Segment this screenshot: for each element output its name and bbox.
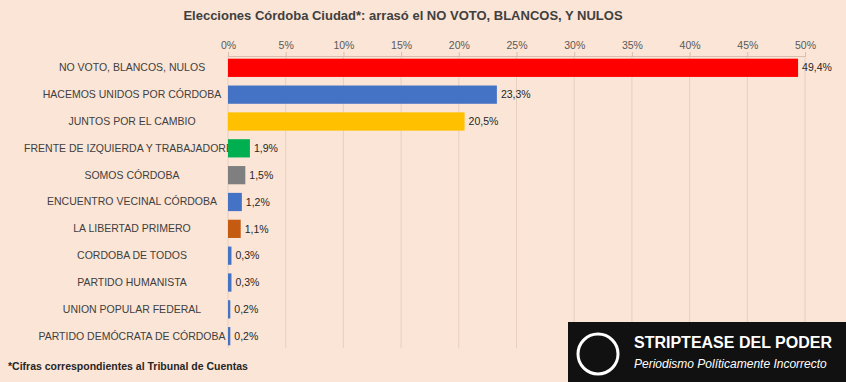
tick: 20%: [449, 39, 470, 56]
tick-label: 40%: [680, 39, 701, 51]
bar: [228, 273, 231, 291]
logo-text: STRIPTEASE DEL PODER: [634, 334, 832, 351]
tick: 25%: [506, 39, 527, 56]
data-label: 1,5%: [249, 169, 273, 181]
tick: HACEMOS UNIDOS POR CÓRDOBA: [43, 88, 228, 100]
tick: 10%: [333, 39, 354, 56]
tick: JUNTOS POR EL CAMBIO: [68, 115, 228, 127]
bar: [228, 300, 230, 318]
tick-label: 25%: [506, 39, 527, 51]
bar: [228, 166, 245, 184]
tick-mark: [632, 52, 633, 56]
category-label: HACEMOS UNIDOS POR CÓRDOBA: [43, 88, 222, 100]
data-labels: 49,4% 23,3% 20,5% 1,9% 1,5% 1,2% 1,1% 0,3% 0,3% 0…: [234, 61, 832, 341]
bar: [228, 247, 231, 265]
tick-mark: [286, 52, 287, 56]
tick: 40%: [680, 39, 701, 56]
tick-label: 30%: [564, 39, 585, 51]
tick: 15%: [391, 39, 412, 56]
category-label: FRENTE DE IZQUIERDA Y TRABAJADORES: [24, 142, 240, 154]
y-axis: NO VOTO, BLANCOS, NULOS HACEMOS UNIDOS PO…: [24, 57, 240, 349]
grid-line: [574, 56, 575, 348]
data-label: 0,2%: [234, 303, 258, 315]
data-label: 20,5%: [469, 115, 499, 127]
category-label: PARTIDO DEMÓCRATA DE CÓRDOBA: [38, 330, 225, 342]
tick: SOMOS CÓRDOBA: [84, 169, 228, 181]
tick: 0%: [221, 39, 236, 56]
tick: NO VOTO, BLANCOS, NULOS: [59, 61, 228, 73]
tick-mark: [690, 52, 691, 56]
tick: CORDOBA DE TODOS: [77, 249, 228, 261]
category-label: CORDOBA DE TODOS: [77, 249, 187, 261]
tick: UNION POPULAR FEDERAL: [63, 303, 228, 315]
tick: PARTIDO HUMANISTA: [77, 276, 228, 288]
bar: [228, 59, 798, 77]
footnote: *Cifras correspondientes al Tribunal de …: [8, 360, 248, 372]
grid-line: [631, 56, 632, 348]
category-label: NO VOTO, BLANCOS, NULOS: [59, 61, 205, 73]
tick-mark: [343, 52, 344, 56]
x-axis: 0% 5% 10% 15% 20% 25% 30% 35% 40% 45% 50%: [221, 39, 816, 57]
bars: [228, 59, 798, 346]
tick-mark: [574, 52, 575, 56]
logo-box: [568, 322, 846, 382]
tick-mark: [747, 52, 748, 56]
tick-mark: [517, 52, 518, 56]
tick-label: 20%: [449, 39, 470, 51]
title: Elecciones Córdoba Ciudad*: arrasó el NO…: [183, 8, 623, 23]
tick: 5%: [279, 39, 294, 56]
tick-label: 15%: [391, 39, 412, 51]
logo-text: Periodismo Políticamente Incorrecto: [634, 357, 827, 371]
bar: [228, 193, 242, 211]
category-label: SOMOS CÓRDOBA: [84, 169, 179, 181]
tick-mark: [459, 52, 460, 56]
tick: ENCUENTRO VECINAL CÓRDOBA: [47, 195, 228, 207]
grid-line: [747, 56, 748, 348]
data-label: 0,2%: [234, 330, 258, 342]
tick-label: 5%: [279, 39, 294, 51]
tick-label: 50%: [795, 39, 816, 51]
category-label: UNION POPULAR FEDERAL: [63, 303, 201, 315]
bar: [228, 86, 497, 104]
grid: [228, 56, 805, 348]
tick: FRENTE DE IZQUIERDA Y TRABAJADORES: [24, 142, 240, 154]
logo-icon: [578, 334, 618, 374]
category-label: JUNTOS POR EL CAMBIO: [68, 115, 195, 127]
tick-label: 10%: [333, 39, 354, 51]
bar: [228, 220, 241, 238]
tick-label: 35%: [622, 39, 643, 51]
data-label: 49,4%: [802, 61, 832, 73]
category-label: ENCUENTRO VECINAL CÓRDOBA: [47, 195, 217, 207]
tick-label: 0%: [221, 39, 236, 51]
tick: 35%: [622, 39, 643, 56]
tick: 45%: [737, 39, 758, 56]
grid-line: [689, 56, 690, 348]
axis-line: [229, 52, 806, 57]
data-label: 1,1%: [245, 223, 269, 235]
tick-mark: [228, 52, 229, 56]
tick-label: 45%: [737, 39, 758, 51]
tick: 50%: [795, 39, 816, 56]
data-label: 0,3%: [235, 276, 259, 288]
data-label: 1,9%: [254, 142, 278, 154]
data-label: 0,3%: [235, 249, 259, 261]
tick: LA LIBERTAD PRIMERO: [73, 222, 228, 234]
bar: [228, 327, 230, 345]
category-label: LA LIBERTAD PRIMERO: [73, 222, 190, 234]
chart: 0% 5% 10% 15% 20% 25% 30% 35% 40% 45% 50% NO VOTO, …: [0, 0, 846, 382]
tick: PARTIDO DEMÓCRATA DE CÓRDOBA: [38, 330, 228, 342]
background: [0, 0, 846, 382]
plot: 0% 5% 10% 15% 20% 25% 30% 35% 40% 45% 50% NO VOTO, …: [24, 39, 832, 349]
grid-line: [805, 56, 806, 348]
logo: STRIPTEASE DEL PODER Periodismo Políticam…: [568, 322, 846, 382]
bar: [228, 112, 465, 130]
tick-mark: [805, 52, 806, 56]
category-label: PARTIDO HUMANISTA: [77, 276, 187, 288]
bar: [228, 139, 250, 157]
tick-mark: [401, 52, 402, 56]
data-label: 23,3%: [501, 88, 531, 100]
tick: 30%: [564, 39, 585, 56]
data-label: 1,2%: [246, 196, 270, 208]
